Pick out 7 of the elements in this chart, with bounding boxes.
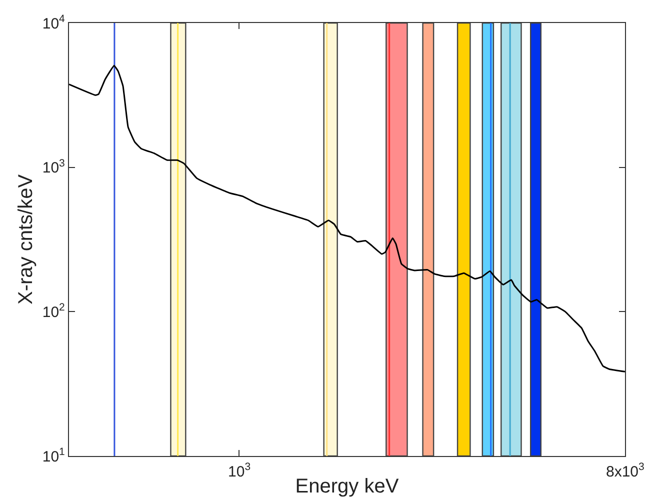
y-tick-label: 10$^{3}$ bbox=[42, 157, 66, 177]
y-tick-label: 10$^{2}$ bbox=[42, 302, 66, 321]
y-tick-label: 10$^{1}$ bbox=[42, 446, 66, 466]
y-tick-label: 10$^{4}$ bbox=[42, 12, 66, 32]
x-tick-label: 8x10$^{3}$ bbox=[606, 461, 645, 480]
y-axis-title: X-ray cnts/keV bbox=[14, 174, 37, 305]
x-axis-title: Energy keV bbox=[295, 476, 400, 498]
